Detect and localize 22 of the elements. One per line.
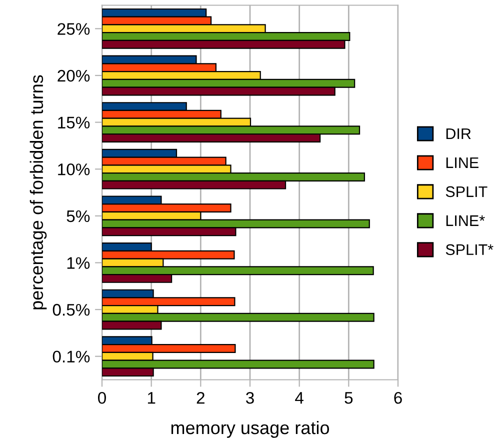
- y-tick-label: 0.1%: [52, 350, 90, 363]
- y-tick-label: 10%: [58, 163, 90, 176]
- x-tick-label: 1: [148, 392, 156, 404]
- legend-label: DIR: [446, 128, 471, 139]
- y-tick-label: 0.5%: [52, 304, 90, 316]
- x-axis-title: memory usage ratio: [171, 420, 330, 438]
- legend-label: SPLIT*: [446, 244, 494, 256]
- legend-label: SPLIT: [446, 186, 488, 198]
- y-tick-label: 20%: [58, 70, 90, 82]
- y-axis-title: percentage of forbidden turns: [30, 75, 47, 310]
- x-tick-label: 3: [246, 392, 254, 404]
- y-tick-label: 1%: [67, 257, 90, 269]
- x-tick-label: 2: [196, 392, 204, 404]
- y-tick-label: 25%: [58, 23, 90, 35]
- x-tick-label: 6: [394, 392, 402, 404]
- x-tick-label: 5: [344, 392, 353, 404]
- x-tick-label: 4: [295, 392, 304, 404]
- y-tick-label: 5%: [66, 210, 90, 222]
- x-tick-label: 0: [98, 392, 106, 404]
- legend-label: LINE: [446, 157, 478, 168]
- legend-label: LINE*: [446, 215, 485, 226]
- y-tick-label: 15%: [58, 116, 90, 128]
